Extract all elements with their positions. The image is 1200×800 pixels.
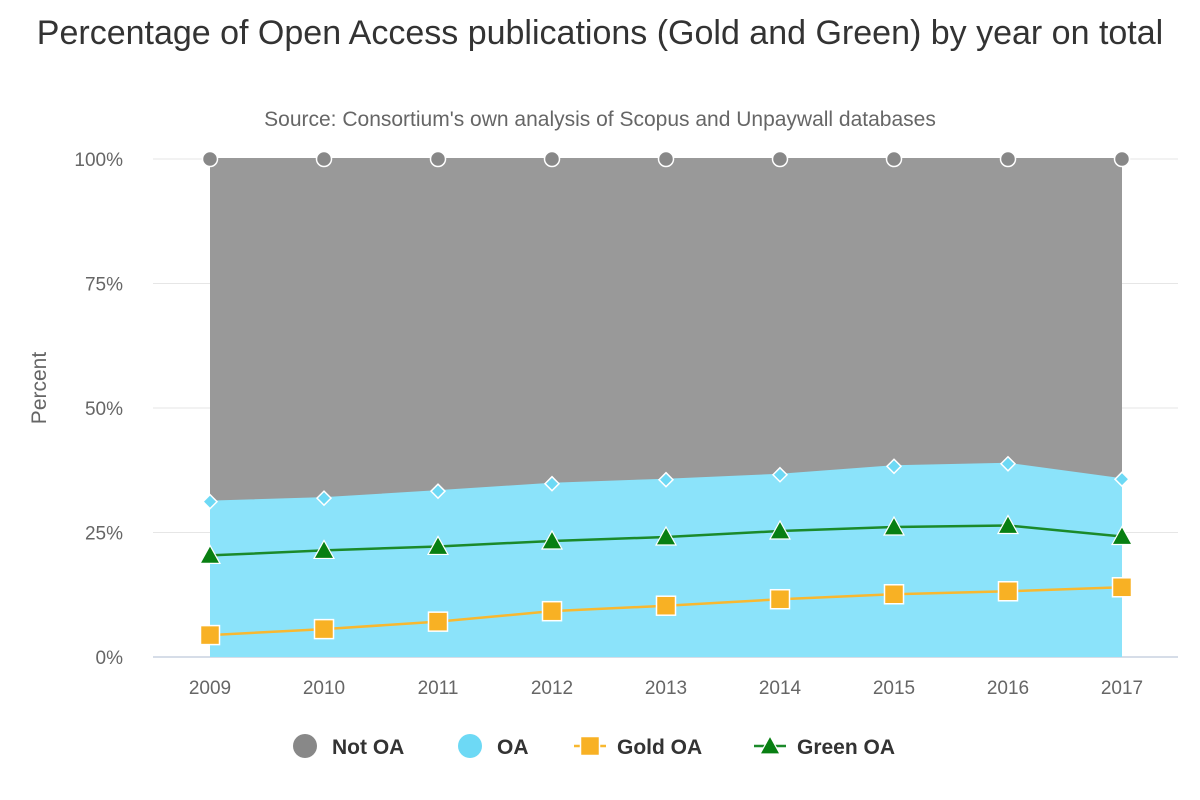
data-point-not-oa <box>1113 150 1131 168</box>
data-point-oa <box>657 471 675 488</box>
data-point-not-oa <box>999 150 1017 168</box>
legend-symbol-not-oa <box>293 734 317 758</box>
data-point-oa <box>999 455 1017 472</box>
data-point-not-oa <box>657 150 675 168</box>
data-point-not-oa <box>771 150 789 168</box>
x-tick-label: 2014 <box>759 678 802 699</box>
data-point-green-oa <box>882 515 906 536</box>
data-markers <box>198 150 1134 646</box>
data-point-not-oa <box>429 150 447 168</box>
x-tick-label: 2010 <box>303 678 345 699</box>
data-point-gold-oa <box>997 581 1019 602</box>
x-tick-label: 2012 <box>531 678 573 699</box>
x-tick-label: 2015 <box>873 678 915 699</box>
x-tick-label: 2011 <box>418 678 459 699</box>
data-point-green-oa <box>312 539 336 560</box>
legend-label-oa: OA <box>497 736 529 759</box>
y-axis-title: Percent <box>28 352 51 425</box>
data-point-not-oa <box>315 150 333 168</box>
legend-symbol-oa <box>458 734 482 758</box>
data-point-green-oa <box>540 529 564 550</box>
legend-label-gold-oa: Gold OA <box>617 736 702 759</box>
data-point-oa <box>1113 471 1131 488</box>
data-point-oa <box>885 458 903 475</box>
x-tick-label: 2017 <box>1101 678 1143 699</box>
data-point-green-oa <box>198 544 222 565</box>
data-point-green-oa <box>426 535 450 556</box>
area-series-group <box>209 158 1123 657</box>
y-tick-label: 50% <box>85 399 123 420</box>
legend: Not OA OA Gold OA Green OA <box>293 734 895 759</box>
area-oa <box>210 463 1122 657</box>
chart-title: Percentage of Open Access publications (… <box>36 14 1164 52</box>
data-point-gold-oa <box>541 600 563 622</box>
y-axis: 0% 25% 50% 75% 100% Percent <box>28 150 123 669</box>
y-tick-label: 0% <box>96 648 124 669</box>
x-tick-label: 2016 <box>987 678 1029 699</box>
data-point-not-oa <box>543 150 561 168</box>
legend-label-green-oa: Green OA <box>797 736 895 759</box>
x-axis: 2009 2010 2011 2012 2013 2014 2015 2016 2017 <box>189 678 1143 699</box>
legend-item-green-oa[interactable]: Green OA <box>754 734 895 759</box>
legend-item-not-oa[interactable]: Not OA <box>293 734 404 759</box>
data-point-oa <box>315 490 333 507</box>
chart-subtitle: Source: Consortium's own analysis of Sco… <box>264 108 936 131</box>
data-point-oa <box>201 493 219 510</box>
legend-item-oa[interactable]: OA <box>458 734 529 759</box>
legend-symbol-green-oa <box>758 734 782 755</box>
data-point-gold-oa <box>883 584 905 605</box>
data-point-gold-oa <box>769 588 791 610</box>
data-point-green-oa <box>768 519 792 540</box>
data-point-not-oa <box>201 150 219 168</box>
legend-label-not-oa: Not OA <box>332 736 404 759</box>
x-tick-label: 2009 <box>189 678 231 699</box>
data-point-gold-oa <box>1111 577 1133 598</box>
data-point-green-oa <box>654 525 678 546</box>
y-tick-label: 25% <box>85 524 123 545</box>
data-point-not-oa <box>885 150 903 168</box>
data-point-gold-oa <box>313 618 335 640</box>
data-point-oa <box>543 475 561 492</box>
x-tick-label: 2013 <box>645 678 687 699</box>
data-point-gold-oa <box>655 595 677 616</box>
legend-symbol-gold-oa <box>579 735 601 757</box>
data-point-gold-oa <box>427 611 449 632</box>
data-point-gold-oa <box>199 624 221 646</box>
y-tick-label: 75% <box>85 275 123 296</box>
data-point-green-oa <box>1110 525 1134 546</box>
legend-item-gold-oa[interactable]: Gold OA <box>574 735 702 759</box>
y-tick-label: 100% <box>74 150 123 171</box>
data-point-green-oa <box>996 514 1020 535</box>
data-point-oa <box>429 483 447 500</box>
data-point-oa <box>771 466 789 483</box>
